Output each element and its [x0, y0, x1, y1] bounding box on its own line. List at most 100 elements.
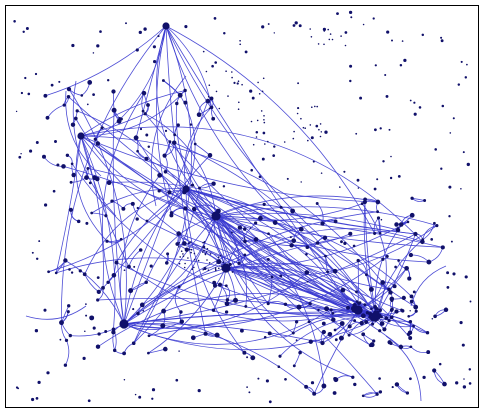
isolated-node[interactable] — [222, 261, 225, 263]
graph-hub-node[interactable] — [353, 305, 363, 315]
isolated-node[interactable] — [449, 132, 452, 134]
graph-node[interactable] — [92, 175, 97, 181]
isolated-node[interactable] — [248, 391, 251, 394]
isolated-node[interactable] — [34, 329, 39, 333]
isolated-node[interactable] — [422, 375, 426, 380]
graph-node[interactable] — [66, 95, 71, 99]
graph-node[interactable] — [111, 273, 117, 278]
isolated-node[interactable] — [193, 258, 196, 261]
graph-node[interactable] — [408, 252, 414, 258]
isolated-node[interactable] — [257, 81, 259, 84]
isolated-node[interactable] — [243, 227, 247, 231]
isolated-node[interactable] — [378, 377, 381, 380]
graph-node[interactable] — [209, 96, 214, 101]
graph-node[interactable] — [61, 164, 66, 169]
isolated-node[interactable] — [323, 28, 325, 30]
graph-node[interactable] — [258, 215, 263, 221]
isolated-node[interactable] — [132, 308, 135, 311]
graph-node[interactable] — [169, 211, 174, 215]
graph-node[interactable] — [304, 384, 309, 389]
isolated-node[interactable] — [266, 257, 270, 261]
graph-node[interactable] — [392, 284, 397, 289]
isolated-node[interactable] — [300, 181, 302, 183]
isolated-node[interactable] — [390, 39, 394, 42]
isolated-node[interactable] — [339, 186, 341, 188]
graph-node[interactable] — [373, 231, 377, 235]
isolated-node[interactable] — [179, 256, 181, 258]
isolated-node[interactable] — [182, 243, 184, 246]
graph-node[interactable] — [126, 264, 131, 269]
isolated-node[interactable] — [317, 43, 320, 45]
isolated-node[interactable] — [46, 371, 50, 375]
isolated-node[interactable] — [446, 285, 450, 289]
graph-node[interactable] — [405, 391, 410, 395]
isolated-node[interactable] — [262, 202, 266, 207]
graph-node[interactable] — [409, 294, 414, 299]
graph-node[interactable] — [270, 275, 274, 279]
graph-node[interactable] — [121, 206, 126, 211]
isolated-node[interactable] — [331, 38, 334, 41]
graph-node[interactable] — [378, 231, 382, 235]
isolated-node[interactable] — [184, 25, 188, 29]
isolated-node[interactable] — [31, 397, 35, 402]
graph-node[interactable] — [131, 341, 136, 346]
isolated-node[interactable] — [43, 308, 47, 312]
isolated-node[interactable] — [430, 238, 434, 241]
isolated-node[interactable] — [237, 108, 240, 110]
isolated-node[interactable] — [452, 117, 455, 120]
graph-node[interactable] — [370, 307, 373, 311]
isolated-node[interactable] — [182, 253, 184, 255]
isolated-node[interactable] — [43, 203, 48, 207]
graph-node[interactable] — [130, 201, 135, 206]
isolated-node[interactable] — [372, 17, 375, 20]
isolated-node[interactable] — [373, 187, 377, 191]
isolated-node[interactable] — [263, 115, 265, 117]
graph-node[interactable] — [382, 327, 387, 332]
graph-node[interactable] — [379, 315, 383, 319]
graph-node[interactable] — [242, 350, 247, 355]
isolated-node[interactable] — [382, 160, 385, 163]
isolated-node[interactable] — [15, 386, 19, 389]
graph-node[interactable] — [332, 268, 338, 274]
graph-node[interactable] — [166, 252, 170, 256]
isolated-node[interactable] — [217, 256, 220, 258]
graph-node[interactable] — [440, 245, 445, 250]
graph-node[interactable] — [409, 299, 414, 304]
isolated-node[interactable] — [309, 28, 312, 30]
isolated-node[interactable] — [319, 135, 322, 138]
isolated-node[interactable] — [380, 218, 383, 221]
isolated-node[interactable] — [86, 103, 89, 106]
isolated-node[interactable] — [265, 379, 269, 383]
isolated-node[interactable] — [305, 252, 308, 256]
isolated-node[interactable] — [22, 30, 25, 33]
isolated-node[interactable] — [190, 248, 193, 251]
isolated-node[interactable] — [388, 128, 391, 131]
isolated-node[interactable] — [123, 269, 126, 272]
isolated-node[interactable] — [355, 290, 358, 294]
graph-node[interactable] — [298, 350, 302, 355]
graph-node[interactable] — [332, 391, 337, 395]
graph-node[interactable] — [203, 266, 207, 271]
graph-node[interactable] — [340, 287, 346, 293]
isolated-node[interactable] — [178, 241, 181, 244]
graph-node[interactable] — [177, 285, 181, 289]
graph-node[interactable] — [243, 253, 247, 257]
graph-node[interactable] — [114, 260, 119, 265]
graph-node[interactable] — [414, 309, 418, 313]
isolated-node[interactable] — [385, 254, 389, 258]
graph-node[interactable] — [412, 324, 415, 328]
isolated-node[interactable] — [343, 241, 347, 246]
graph-node[interactable] — [211, 308, 216, 312]
graph-node[interactable] — [390, 307, 394, 312]
graph-node[interactable] — [364, 320, 369, 324]
graph-node[interactable] — [443, 307, 449, 313]
graph-node[interactable] — [380, 280, 386, 285]
graph-node[interactable] — [162, 153, 167, 158]
graph-node[interactable] — [289, 243, 294, 248]
isolated-node[interactable] — [349, 79, 352, 83]
graph-node[interactable] — [326, 270, 330, 274]
isolated-node[interactable] — [139, 127, 143, 131]
isolated-node[interactable] — [258, 93, 261, 95]
isolated-node[interactable] — [344, 44, 347, 47]
graph-node[interactable] — [244, 304, 248, 308]
